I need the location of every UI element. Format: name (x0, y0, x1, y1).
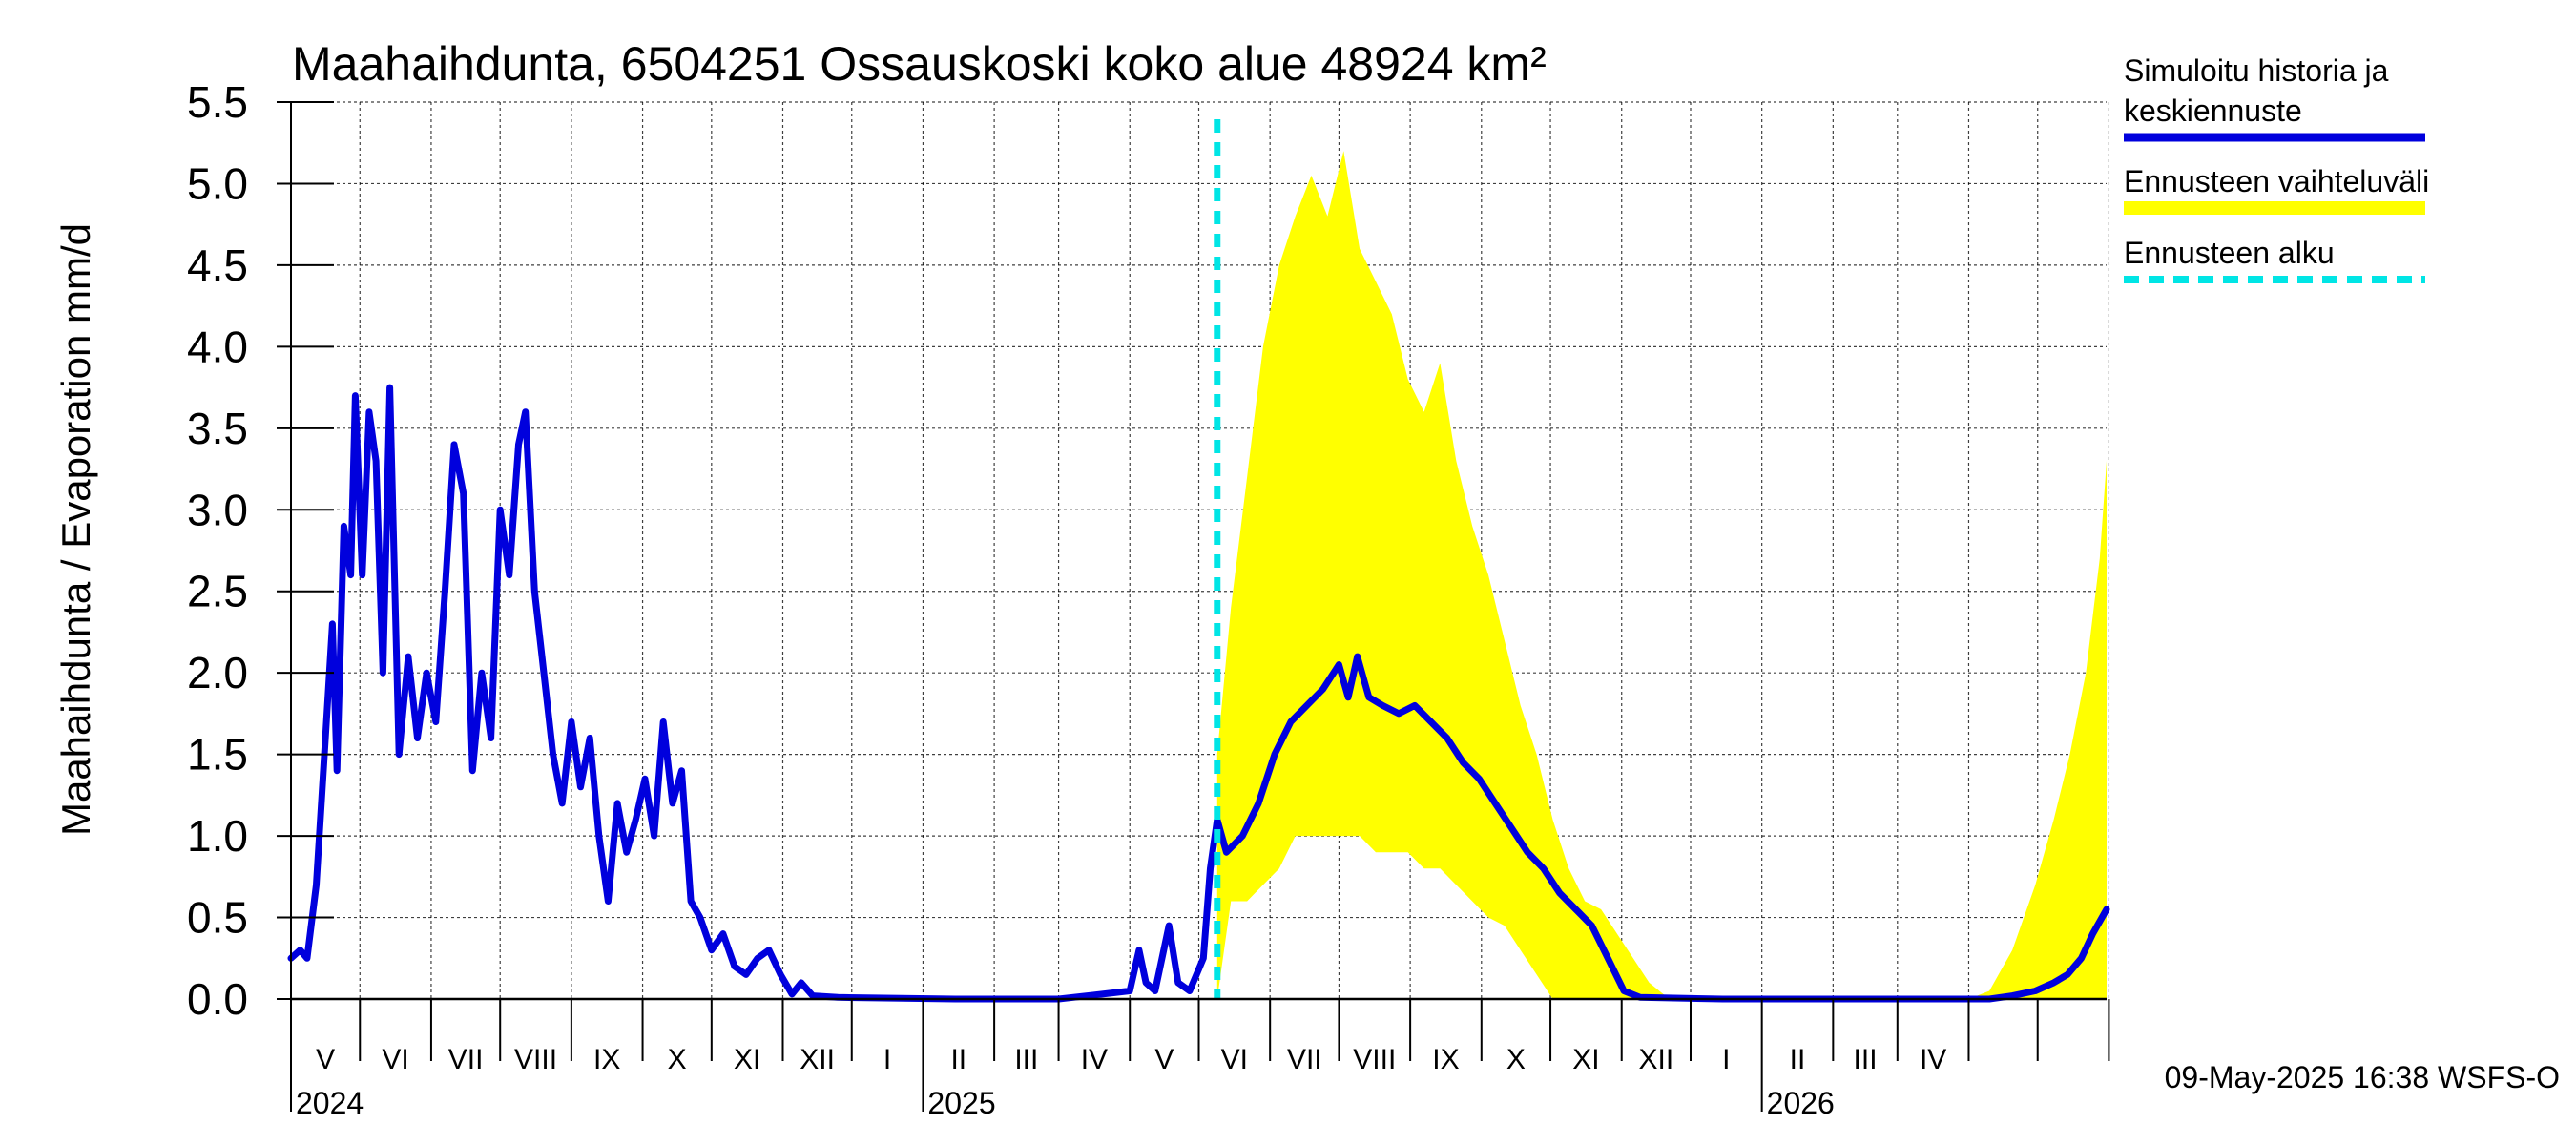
legend-label-range: Ennusteen vaihteluväli (2124, 164, 2429, 198)
y-tick-label: 5.5 (187, 77, 248, 127)
month-tick-label: V (1154, 1044, 1174, 1075)
y-tick-label: 2.5 (187, 567, 248, 616)
year-label: 2024 (296, 1086, 364, 1120)
month-tick-label: II (1790, 1044, 1806, 1075)
month-tick-label: V (316, 1044, 335, 1075)
month-tick-label: II (950, 1044, 966, 1075)
x-axis: V VI VII VIII IX X XI XII I II III IV V VI VII VIII IX X X… (296, 999, 2110, 1120)
y-tick-label: 2.0 (187, 648, 248, 697)
legend-label-simulated-line1: Simuloitu historia ja (2124, 53, 2389, 88)
month-tick-label: VII (1287, 1044, 1322, 1075)
legend-label-simulated-line2: keskiennuste (2124, 94, 2302, 128)
y-tick-label: 4.0 (187, 322, 248, 371)
month-tick-label: XI (734, 1044, 760, 1075)
month-tick-label: I (1722, 1044, 1730, 1075)
y-tick-label: 0.0 (187, 974, 248, 1024)
month-tick-label: IV (1920, 1044, 1946, 1075)
y-tick-label: 3.5 (187, 404, 248, 453)
y-tick-label: 1.0 (187, 811, 248, 861)
month-tick-label: XI (1572, 1044, 1599, 1075)
forecast-range-layer (1216, 151, 2107, 1000)
chart-title: Maahaihdunta, 6504251 Ossauskoski koko a… (292, 37, 1547, 91)
month-tick-label: X (1506, 1044, 1526, 1075)
y-tick-label: 5.0 (187, 158, 248, 208)
month-tick-label: VIII (514, 1044, 557, 1075)
month-tick-label: III (1854, 1044, 1878, 1075)
legend-label-forecast-start: Ennusteen alku (2124, 236, 2335, 270)
simulated-line-layer (287, 384, 2110, 1003)
month-tick-label: VII (448, 1044, 484, 1075)
y-tick-label: 1.5 (187, 730, 248, 780)
month-tick-label: III (1014, 1044, 1038, 1075)
month-tick-label: VIII (1353, 1044, 1396, 1075)
simulated-history-line (287, 384, 2110, 1003)
month-tick-label: IV (1081, 1044, 1108, 1075)
month-tick-label: IX (1432, 1044, 1459, 1075)
month-tick-label: VI (1221, 1044, 1248, 1075)
month-tick-label: XII (800, 1044, 835, 1075)
month-tick-label: X (668, 1044, 687, 1075)
year-label: 2026 (1767, 1086, 1835, 1120)
grid (291, 101, 2110, 999)
y-axis-label: Maahaihdunta / Evaporation mm/d (53, 223, 98, 836)
forecast-range-band (1216, 151, 2107, 1000)
month-tick-label: VI (382, 1044, 408, 1075)
y-tick-label: 4.5 (187, 240, 248, 290)
month-tick-label: IX (593, 1044, 620, 1075)
y-tick-label: 3.0 (187, 485, 248, 534)
y-ticks: 0.0 0.5 1.0 1.5 2.0 2.5 3.0 3.5 4.0 4.5 5.0 5.5 (187, 77, 334, 1024)
y-tick-label: 0.5 (187, 893, 248, 943)
month-tick-label: XII (1639, 1044, 1674, 1075)
footer-timestamp: 09-May-2025 16:38 WSFS-O (2165, 1060, 2560, 1094)
year-label: 2025 (927, 1086, 995, 1120)
legend: Simuloitu historia ja keskiennuste Ennus… (2124, 53, 2429, 283)
month-tick-label: I (883, 1044, 891, 1075)
